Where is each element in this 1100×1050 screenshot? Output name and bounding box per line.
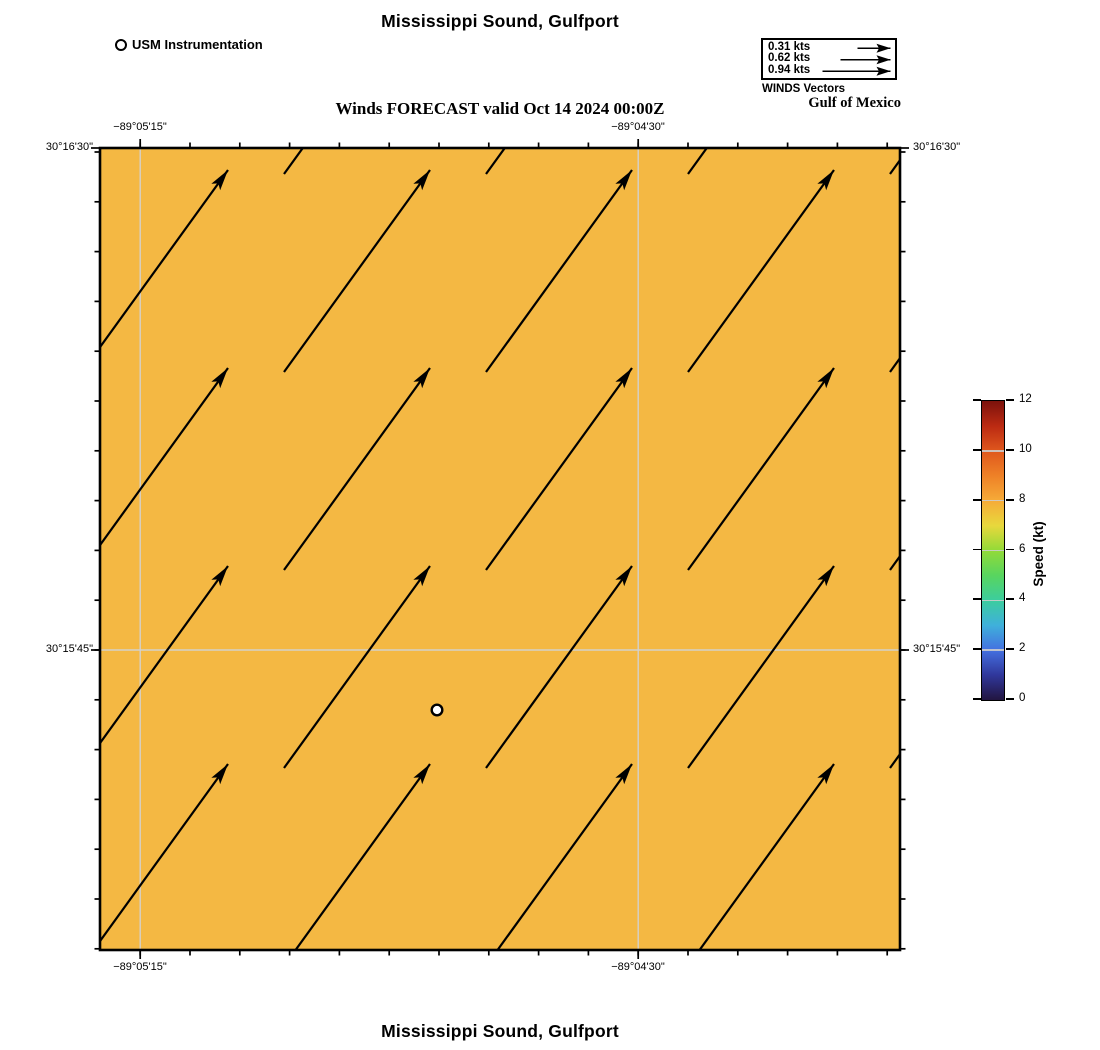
- colorbar-tick: [1006, 399, 1014, 401]
- x-tick-label-top-left: −89°05'15": [113, 121, 167, 133]
- colorbar-gridline: [982, 649, 1004, 651]
- colorbar-tick: [973, 598, 981, 601]
- colorbar-gradient: [981, 400, 1005, 701]
- colorbar-tick: [1006, 598, 1014, 601]
- vector-scale-arrows-icon: [822, 43, 891, 76]
- colorbar-tick-label: 10: [1019, 442, 1032, 455]
- x-tick-label-bottom-left: −89°05'15": [113, 961, 167, 973]
- winds-vectors-caption: WINDS Vectors: [762, 83, 846, 95]
- vector-scale-legend: 0.31 kts 0.62 kts 0.94 kts: [761, 38, 897, 80]
- wind-vector-map: [91, 139, 909, 959]
- colorbar-tick-label: 2: [1019, 642, 1026, 655]
- colorbar-tick: [973, 548, 981, 551]
- vector-scale-item: 0.31 kts: [768, 40, 811, 53]
- usm-legend: USM Instrumentation: [115, 37, 263, 52]
- y-tick-label-right-top: 30°16'30": [913, 141, 961, 153]
- colorbar-tick-label: 4: [1019, 592, 1026, 605]
- colorbar-tick: [1006, 548, 1014, 551]
- colorbar-tick: [973, 399, 981, 401]
- colorbar-tick: [1006, 448, 1014, 451]
- station-marker: [430, 703, 444, 717]
- colorbar-gridline: [982, 599, 1004, 602]
- y-tick-label-left-mid: 30°15'45": [45, 643, 93, 655]
- forecast-valid-subtitle: Winds FORECAST valid Oct 14 2024 00:00Z: [335, 99, 665, 118]
- station-circle-icon: [115, 38, 127, 51]
- region-label: Gulf of Mexico: [808, 95, 901, 111]
- colorbar-tick-label: 12: [1019, 393, 1032, 405]
- x-tick-label-top-right: −89°04'30": [611, 121, 665, 133]
- colorbar-title: Speed (kt): [1031, 521, 1046, 587]
- colorbar-gridline: [982, 499, 1004, 502]
- colorbar-gridline: [982, 450, 1004, 452]
- usm-legend-label: USM Instrumentation: [132, 37, 263, 52]
- colorbar-tick: [973, 648, 981, 651]
- page-title: Mississippi Sound, Gulfport: [381, 11, 619, 31]
- vector-scale-item: 0.62 kts: [768, 52, 811, 65]
- colorbar-tick: [1006, 498, 1014, 501]
- colorbar-tick-label: 8: [1019, 492, 1026, 505]
- colorbar-tick: [1006, 648, 1014, 651]
- colorbar-tick: [973, 698, 981, 700]
- colorbar-tick: [973, 448, 981, 451]
- vector-scale-labels: 0.31 kts 0.62 kts 0.94 kts: [768, 40, 811, 77]
- y-tick-label-left-top: 30°16'30": [45, 141, 93, 153]
- colorbar: 0 2 4 6 8 10 12: [973, 393, 1053, 704]
- colorbar-tick-label: 0: [1019, 692, 1026, 704]
- colorbar-gridline: [982, 549, 1004, 552]
- vector-scale-item: 0.94 kts: [768, 63, 811, 76]
- bottom-title: Mississippi Sound, Gulfport: [381, 1021, 619, 1041]
- y-tick-label-right-mid: 30°15'45": [913, 643, 961, 655]
- colorbar-tick: [973, 498, 981, 501]
- colorbar-tick: [1006, 698, 1014, 700]
- x-tick-label-bottom-right: −89°04'30": [611, 961, 665, 973]
- colorbar-tick-label: 6: [1019, 542, 1026, 555]
